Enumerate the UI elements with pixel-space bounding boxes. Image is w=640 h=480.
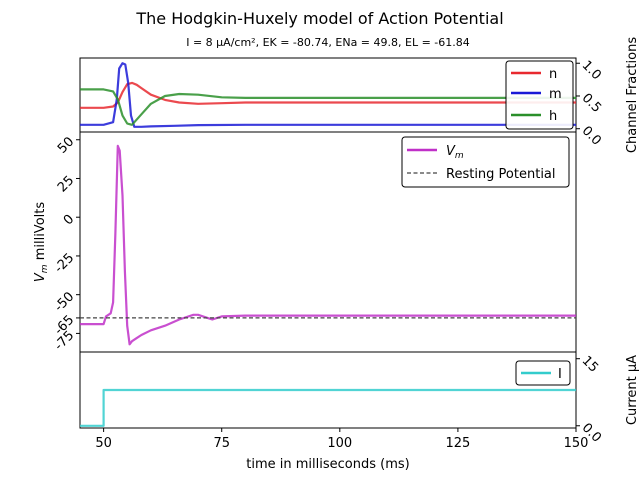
gating-y-label: Channel Fractions [625, 37, 640, 153]
x-tick-label: 125 [445, 436, 470, 451]
voltage-legend-box [401, 136, 570, 188]
legend-vm-subscript: m [455, 151, 464, 161]
current-series-group [80, 388, 576, 427]
voltage-y-tick-label: 50 [55, 134, 77, 156]
chart-subtitle: I = 8 μA/cm², EK = -80.74, ENa = 49.8, E… [186, 36, 470, 49]
x-axis-label: time in milliseconds (ms) [246, 457, 409, 472]
legend-h-label: h [549, 109, 557, 124]
current-y-tick-label: 15 [579, 353, 601, 375]
current-legend: I [515, 360, 571, 386]
legend-rest-label: Resting Potential [446, 167, 556, 182]
vm-unit: milliVolts [33, 202, 48, 265]
voltage-series-group [80, 144, 576, 346]
vm-subscript: m [40, 264, 50, 273]
voltage-legend: Vm Resting Potential [401, 136, 570, 188]
voltage-y-tick-label: -25 [52, 251, 78, 277]
x-tick-label: 75 [213, 436, 230, 451]
n-series-line [80, 81, 576, 109]
x-tick-label: 100 [327, 436, 352, 451]
voltage-y-tick-label: 25 [55, 173, 77, 195]
legend-m-label: m [549, 87, 562, 102]
gating-legend-box [505, 60, 574, 130]
legend-i-label: I [558, 367, 562, 382]
legend-vm-label: Vm [446, 144, 464, 161]
current-series-line [80, 388, 576, 427]
m-series-line [80, 62, 576, 128]
vm-symbol: V [33, 272, 48, 282]
gating-y-tick-label: 0.5 [579, 91, 604, 116]
chart-title: The Hodgkin-Huxely model of Action Poten… [135, 9, 503, 28]
x-tick-label: 50 [95, 436, 112, 451]
legend-n-label: n [549, 67, 557, 82]
x-tick-label: 150 [564, 436, 589, 451]
gating-y-tick-label: 0.0 [579, 123, 604, 148]
gating-legend: n m h [505, 60, 574, 130]
voltage-y-tick-label: 0 [61, 212, 77, 228]
gating-series-group [80, 62, 576, 128]
current-y-label: Current μA [625, 355, 640, 425]
voltage-y-tick-label: -50 [52, 289, 78, 315]
legend-vm-symbol: V [446, 144, 456, 159]
h-series-line [80, 88, 576, 126]
voltage-y-label: Vm milliVolts [33, 202, 50, 282]
gating-y-tick-label: 1.0 [579, 58, 604, 83]
